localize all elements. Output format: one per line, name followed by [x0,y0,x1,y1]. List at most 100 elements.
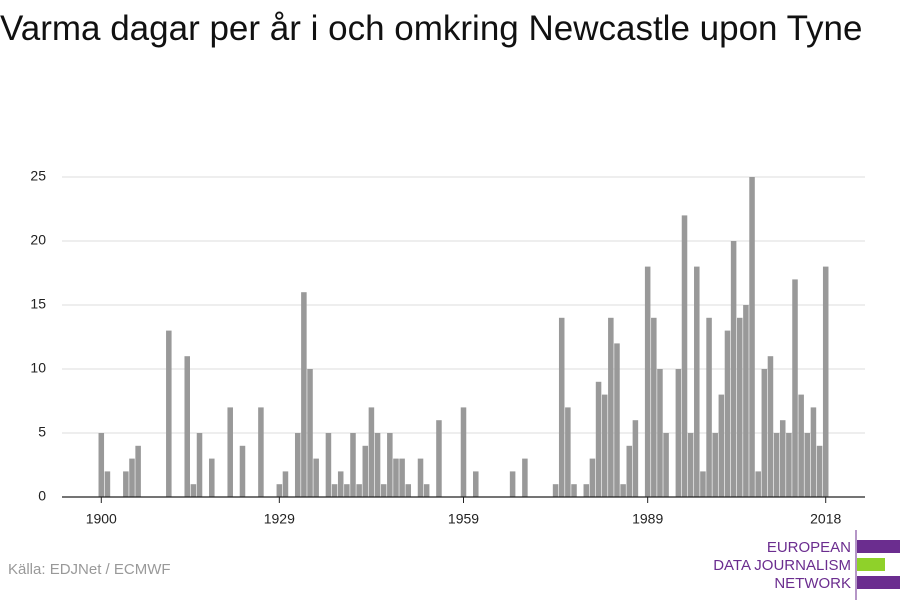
bar [632,420,639,497]
bar [798,394,804,497]
bar [294,433,301,497]
bar [657,369,663,497]
bar [522,458,528,497]
bar [749,177,755,497]
logo-text: EUROPEAN [767,539,851,556]
bar [779,420,786,497]
bar [712,433,718,497]
bar [362,445,369,497]
bar [368,407,375,497]
bar [651,317,657,497]
chart-title: Varma dagar per år i och omkring Newcast… [0,9,863,48]
bar [663,433,669,497]
bar [135,445,141,497]
bar [190,484,197,497]
bar [694,266,700,497]
bar [123,471,129,497]
bar [730,241,737,497]
bar [565,407,571,497]
bar [558,317,565,497]
bar [380,484,387,497]
bar [816,445,823,497]
y-tick-label: 15 [30,296,46,312]
bar [626,445,633,497]
logo-bar [857,576,900,589]
bar [350,433,356,497]
y-tick-label: 5 [38,424,46,440]
bar [583,484,590,497]
bar [374,433,381,497]
bar [595,381,602,497]
x-tick-label: 1929 [264,511,295,527]
bar [393,458,399,497]
x-tick-label: 2018 [810,511,841,527]
bar [589,458,596,497]
bar [571,484,577,497]
bar [700,471,706,497]
bar [706,317,712,497]
bar [681,215,688,497]
bar [761,369,768,497]
bar [313,458,319,497]
logo-bar [857,558,885,571]
bar [276,484,283,497]
bar [98,433,105,497]
bar [356,484,362,497]
bar [166,330,172,497]
bar [552,484,559,497]
bar [325,433,332,497]
bar [405,484,412,497]
bar [804,433,811,497]
bar [331,484,338,497]
source: Källa: EDJNet / ECMWF [8,561,171,578]
bar [344,484,350,497]
bar [755,471,761,497]
y-tick-label: 10 [30,360,46,376]
logo-text: NETWORK [774,575,851,592]
y-tick-label: 25 [30,168,46,184]
bar [423,484,430,497]
bar [743,305,749,497]
x-tick-label: 1900 [86,511,117,527]
bar [196,433,203,497]
bar [399,458,405,497]
bar [337,471,344,497]
bar [282,471,289,497]
bar [773,433,780,497]
bar [301,292,307,497]
bar [460,407,467,497]
bar [307,369,313,497]
bar [129,458,135,497]
bar [810,407,817,497]
y-tick-label: 0 [38,488,46,504]
bar [209,458,215,497]
bar [417,458,424,497]
bar [387,433,393,497]
y-tick-label: 20 [30,232,46,248]
bar [644,266,651,497]
bar [184,356,191,497]
bar [614,343,620,497]
bar [718,394,725,497]
logo-text: DATA JOURNALISM [713,557,851,574]
bar [792,279,798,497]
logo-bar [857,540,900,553]
bar [436,420,442,497]
bar [620,484,626,497]
x-tick-label: 1959 [448,511,479,527]
x-tick-label: 1989 [632,511,663,527]
logo: EUROPEAN DATA JOURNALISM NETWORK [713,530,900,600]
bar [239,445,246,497]
bar [675,369,682,497]
bar [822,266,829,497]
bar [767,356,774,497]
bar [786,433,792,497]
bar [227,407,233,497]
bar [258,407,264,497]
bar [736,317,743,497]
bar [509,471,516,497]
bar [724,330,731,497]
bar [104,471,111,497]
